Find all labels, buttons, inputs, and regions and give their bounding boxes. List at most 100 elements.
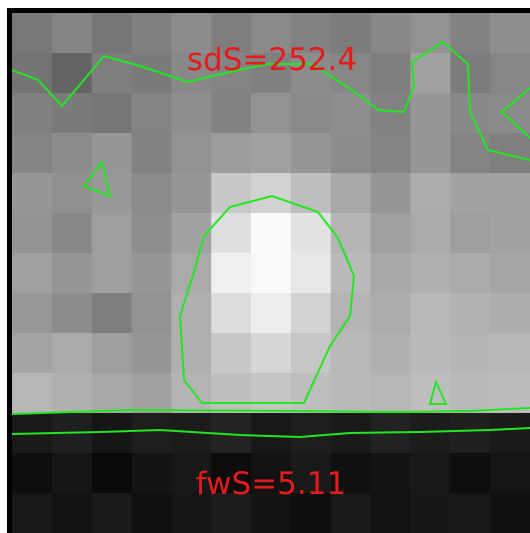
pixel-cell	[131, 53, 172, 94]
pixel-cell	[251, 213, 292, 254]
pixel-cell	[251, 253, 292, 294]
pixel-cell	[490, 213, 530, 254]
pixel-cell	[450, 53, 491, 94]
pixel-cell	[171, 53, 212, 94]
pixel-cell	[211, 493, 252, 533]
pixel-cell	[410, 453, 451, 494]
pixel-cell	[91, 173, 133, 214]
pixel-cell	[171, 133, 212, 174]
contour-bright-source	[178, 194, 356, 404]
pixel-cell	[171, 173, 212, 214]
pixel-cell	[450, 493, 491, 533]
pixel-cell	[251, 413, 292, 454]
pixel-cell	[490, 253, 530, 294]
pixel-cell	[370, 93, 412, 134]
pixel-cell	[131, 213, 172, 254]
pixel-cell	[131, 173, 172, 214]
pixel-cell	[171, 373, 212, 414]
pixel-cell	[330, 173, 372, 214]
pixel-cell	[410, 13, 451, 54]
pixel-cell	[51, 293, 93, 334]
pixel-cell	[211, 13, 252, 54]
pixel-cell	[290, 133, 332, 174]
pixel-cell	[51, 333, 93, 374]
pixel-cell	[251, 173, 292, 214]
contour-lower-1	[11, 407, 530, 415]
pixel-cell	[450, 133, 491, 174]
pixel-cell	[211, 213, 252, 254]
pixel-cell	[51, 93, 93, 134]
pixel-cell	[490, 493, 530, 533]
pixel-cell	[330, 373, 372, 414]
pixel-cell	[290, 453, 332, 494]
pixel-cell	[251, 53, 292, 94]
pixel-cell	[131, 13, 172, 54]
pixel-cell	[370, 453, 412, 494]
pixel-cell	[290, 213, 332, 254]
pixel-cell	[171, 13, 212, 54]
pixel-cell	[490, 173, 530, 214]
pixel-cell	[171, 333, 212, 374]
pixel-cell	[51, 453, 93, 494]
pixel-cell	[490, 133, 530, 174]
pixel-cell	[410, 173, 451, 214]
pixel-cell	[51, 133, 93, 174]
pixel-cell	[330, 213, 372, 254]
pixel-cell	[211, 53, 252, 94]
pixel-cell	[490, 93, 530, 134]
pixel-cell	[490, 373, 530, 414]
pixel-cell	[410, 93, 451, 134]
pixel-cell	[370, 13, 412, 54]
pixel-cell	[410, 413, 451, 454]
pixel-cell	[290, 493, 332, 533]
pixel-cell	[12, 213, 53, 254]
pixel-cell	[51, 373, 93, 414]
pixel-cell	[410, 373, 451, 414]
pixel-cell	[211, 93, 252, 134]
pixel-cell	[211, 373, 252, 414]
pixel-cell	[450, 253, 491, 294]
pixel-cell	[91, 453, 133, 494]
pixel-cell	[171, 293, 212, 334]
pixel-cell	[51, 53, 93, 94]
pixel-cell	[131, 93, 172, 134]
pixel-cell	[131, 493, 172, 533]
pixel-cell	[330, 53, 372, 94]
pixel-cell	[370, 333, 412, 374]
contour-lines	[11, 40, 530, 439]
pixel-cell	[251, 133, 292, 174]
pixel-cell	[131, 333, 172, 374]
pixel-cell	[370, 53, 412, 94]
contour-top-right	[500, 87, 530, 139]
pixel-cell	[370, 493, 412, 533]
pixel-cell	[251, 333, 292, 374]
pixel-cell	[370, 173, 412, 214]
pixel-cell	[251, 453, 292, 494]
pixel-cell	[131, 453, 172, 494]
pixel-cell	[91, 333, 133, 374]
pixel-cell	[211, 293, 252, 334]
pixel-cell	[370, 293, 412, 334]
pixel-cell	[51, 13, 93, 54]
pixel-cell	[12, 493, 53, 533]
bottom-label: fwS=5.11	[196, 466, 346, 502]
pixel-cell	[251, 373, 292, 414]
pixel-cell	[330, 253, 372, 294]
pixel-cell	[290, 93, 332, 134]
pixel-cell	[12, 13, 53, 54]
pixel-cell	[490, 453, 530, 494]
pixel-cell	[290, 333, 332, 374]
pixel-cell	[91, 213, 133, 254]
pixel-cell	[91, 293, 133, 334]
pixel-cell	[490, 293, 530, 334]
pixel-cell	[12, 253, 53, 294]
contour-small-left	[82, 159, 112, 198]
pixel-cell	[171, 493, 212, 533]
pixel-cell	[12, 373, 53, 414]
pixel-cell	[12, 333, 53, 374]
pixel-cell	[330, 133, 372, 174]
pixel-cell	[91, 493, 133, 533]
pixel-cell	[211, 253, 252, 294]
pixel-cell	[131, 133, 172, 174]
